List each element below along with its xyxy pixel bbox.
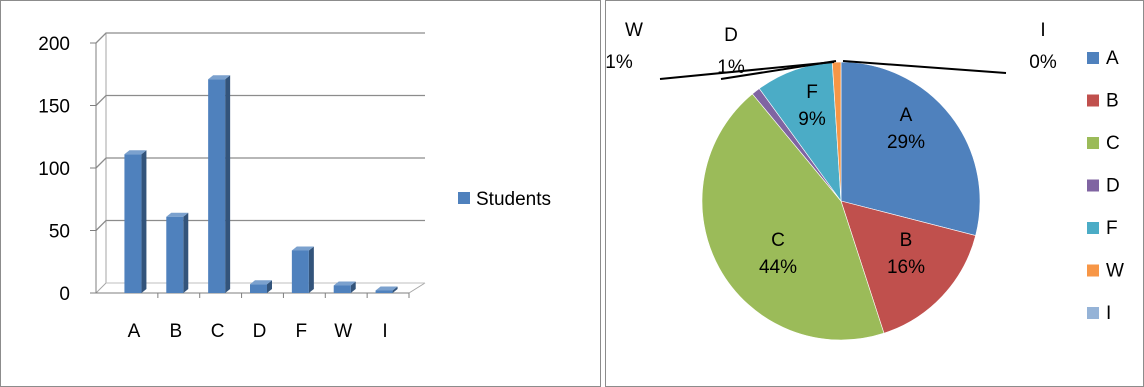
data-label-category: F xyxy=(806,82,818,103)
data-label-percent: 29% xyxy=(887,132,925,153)
data-label-percent: 1% xyxy=(717,57,745,78)
data-label-percent: 44% xyxy=(759,257,797,278)
bar-chart: 0 50 100 150 200 A B C D F W I Students xyxy=(1,1,600,386)
legend-swatch xyxy=(1087,222,1099,234)
pie-chart-panel: A 29% B 16% C 44% D 1% F 9% W 1% I 0% A B C D F W I xyxy=(605,0,1144,387)
legend-label: F xyxy=(1106,218,1118,239)
data-label-category: A xyxy=(900,105,913,126)
floor-edge-left xyxy=(96,283,106,293)
bar-C xyxy=(208,79,225,293)
y-tick-label: 150 xyxy=(38,97,70,118)
data-label-category: D xyxy=(724,25,738,46)
x-tick-label: C xyxy=(211,321,225,342)
bar-side xyxy=(183,213,188,293)
y-tick-label: 100 xyxy=(38,159,70,180)
bar-B xyxy=(166,217,183,293)
bar-side xyxy=(225,75,230,293)
x-tick-label: D xyxy=(253,321,267,342)
y-tick-label: 0 xyxy=(59,284,70,305)
x-tick-label: A xyxy=(128,321,141,342)
legend-swatch xyxy=(1087,95,1099,107)
x-tick-label: F xyxy=(296,321,308,342)
legend-label: W xyxy=(1106,261,1124,282)
legend-label: B xyxy=(1106,91,1119,112)
legend-swatch xyxy=(1087,180,1099,192)
legend-label: D xyxy=(1106,176,1120,197)
gridline xyxy=(96,33,425,43)
gridline xyxy=(96,96,425,106)
x-tick-label: W xyxy=(334,321,352,342)
y-tick-label: 50 xyxy=(49,222,70,243)
data-label-category: I xyxy=(1040,20,1045,41)
legend-label: Students xyxy=(476,189,551,210)
bar-W xyxy=(334,286,351,294)
bar-I xyxy=(376,291,393,294)
floor-edge-right xyxy=(409,283,425,293)
bar-chart-panel: 0 50 100 150 200 A B C D F W I Students xyxy=(0,0,601,387)
legend-swatch xyxy=(1087,52,1099,64)
x-tick-label: B xyxy=(169,321,182,342)
data-label-percent: 0% xyxy=(1029,52,1057,73)
x-tick-label: I xyxy=(382,321,387,342)
legend-label: C xyxy=(1106,133,1120,154)
bar-F xyxy=(292,251,309,294)
y-tick-label: 200 xyxy=(38,34,70,55)
legend-label: A xyxy=(1106,48,1119,69)
legend-swatch xyxy=(458,192,470,204)
bar-side xyxy=(141,150,146,293)
legend-swatch xyxy=(1087,307,1099,319)
data-label-percent: 9% xyxy=(798,109,826,130)
legend-label: I xyxy=(1106,303,1111,324)
bar-A xyxy=(124,154,141,293)
data-label-category: W xyxy=(625,20,643,41)
data-label-category: C xyxy=(771,230,785,251)
legend-swatch xyxy=(1087,265,1099,277)
bar-D xyxy=(250,284,267,293)
data-label-category: B xyxy=(900,230,913,251)
data-label-percent: 16% xyxy=(887,257,925,278)
legend-swatch xyxy=(1087,137,1099,149)
data-label-percent: 1% xyxy=(606,52,633,73)
bar-side xyxy=(309,247,314,294)
